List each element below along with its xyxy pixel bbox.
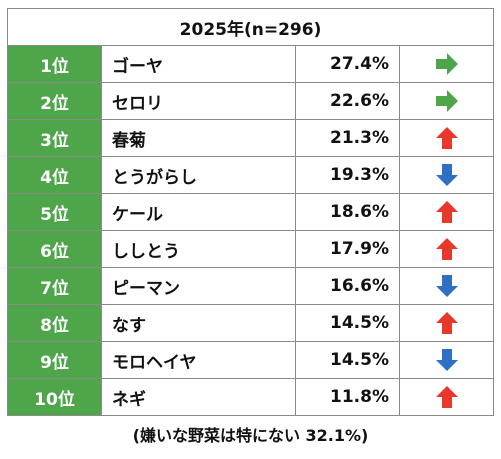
percentage: 22.6% <box>295 82 400 120</box>
table-row: 8位 なす 14.5% <box>7 304 494 342</box>
down-arrow-icon <box>435 164 458 186</box>
rank-cell: 5位 <box>7 193 102 231</box>
up-arrow-icon <box>435 127 458 149</box>
vegetable-name: ゴーヤ <box>101 45 296 83</box>
percentage: 16.6% <box>295 267 400 305</box>
vegetable-name: 春菊 <box>101 119 296 157</box>
rank-cell: 2位 <box>7 82 102 120</box>
table-body: 1位 ゴーヤ 27.4% 2位 セロリ 22.6% 3位 春菊 21.3% 4位 とうがらし 19.3… <box>7 45 494 416</box>
trend-cell <box>399 45 494 83</box>
vegetable-name: ししとう <box>101 230 296 268</box>
trend-cell <box>399 156 494 194</box>
rank-cell: 9位 <box>7 341 102 379</box>
vegetable-name: セロリ <box>101 82 296 120</box>
right-arrow-icon <box>435 53 458 75</box>
rank-cell: 1位 <box>7 45 102 83</box>
rank-cell: 4位 <box>7 156 102 194</box>
percentage: 27.4% <box>295 45 400 83</box>
trend-cell <box>399 267 494 305</box>
rank-cell: 3位 <box>7 119 102 157</box>
percentage: 18.6% <box>295 193 400 231</box>
up-arrow-icon <box>435 386 458 408</box>
table-row: 3位 春菊 21.3% <box>7 119 494 157</box>
percentage: 19.3% <box>295 156 400 194</box>
rank-cell: 8位 <box>7 304 102 342</box>
trend-cell <box>399 341 494 379</box>
trend-cell <box>399 230 494 268</box>
table-header: 2025年(n=296) <box>7 8 494 46</box>
percentage: 14.5% <box>295 304 400 342</box>
table-row: 4位 とうがらし 19.3% <box>7 156 494 194</box>
up-arrow-icon <box>435 238 458 260</box>
table-row: 6位 ししとう 17.9% <box>7 230 494 268</box>
table-header-row: 2025年(n=296) <box>7 8 494 46</box>
vegetable-name: モロヘイヤ <box>101 341 296 379</box>
percentage: 21.3% <box>295 119 400 157</box>
table-row: 9位 モロヘイヤ 14.5% <box>7 341 494 379</box>
ranking-table: 2025年(n=296) 1位 ゴーヤ 27.4% 2位 セロリ 22.6% 3位 春菊 21.… <box>7 8 494 416</box>
rank-cell: 10位 <box>7 378 102 416</box>
down-arrow-icon <box>435 275 458 297</box>
percentage: 11.8% <box>295 378 400 416</box>
table-row: 10位 ネギ 11.8% <box>7 378 494 416</box>
vegetable-name: ピーマン <box>101 267 296 305</box>
percentage: 17.9% <box>295 230 400 268</box>
trend-cell <box>399 304 494 342</box>
vegetable-name: なす <box>101 304 296 342</box>
up-arrow-icon <box>435 312 458 334</box>
vegetable-name: ネギ <box>101 378 296 416</box>
percentage: 14.5% <box>295 341 400 379</box>
table-row: 2位 セロリ 22.6% <box>7 82 494 120</box>
trend-cell <box>399 193 494 231</box>
rank-cell: 6位 <box>7 230 102 268</box>
vegetable-name: ケール <box>101 193 296 231</box>
vegetable-name: とうがらし <box>101 156 296 194</box>
down-arrow-icon <box>435 349 458 371</box>
up-arrow-icon <box>435 201 458 223</box>
table-row: 1位 ゴーヤ 27.4% <box>7 45 494 83</box>
table-row: 5位 ケール 18.6% <box>7 193 494 231</box>
rank-cell: 7位 <box>7 267 102 305</box>
right-arrow-icon <box>435 90 458 112</box>
table-row: 7位 ピーマン 16.6% <box>7 267 494 305</box>
trend-cell <box>399 378 494 416</box>
trend-cell <box>399 119 494 157</box>
footnote: (嫌いな野菜は特にない 32.1%) <box>132 426 369 445</box>
trend-cell <box>399 82 494 120</box>
